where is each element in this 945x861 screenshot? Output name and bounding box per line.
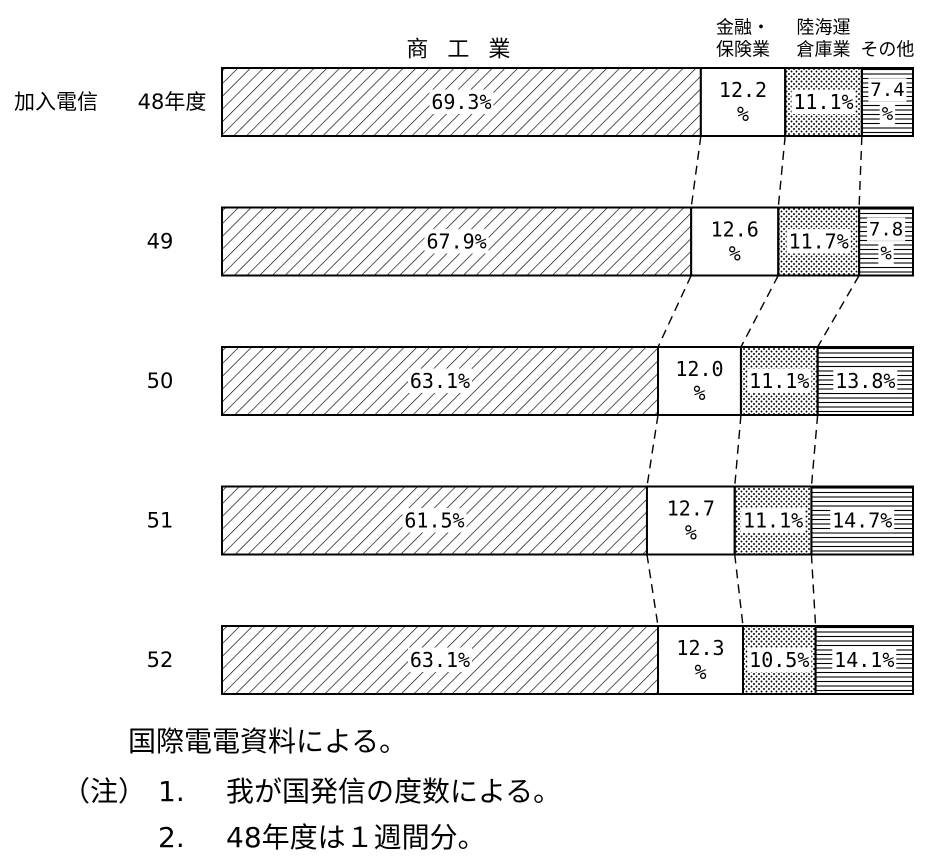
data-label: 13.8% [835, 369, 895, 393]
data-label-background [833, 368, 898, 393]
data-label-background [682, 520, 699, 545]
connector-line [858, 135, 863, 208]
connector-lines [646, 135, 863, 627]
data-label-background [691, 380, 708, 405]
data-label-background [673, 356, 726, 381]
data-label-background [408, 647, 473, 672]
data-label-background [741, 508, 806, 533]
data-label: 12.0 [675, 357, 723, 381]
data-label: 63.1% [410, 648, 470, 672]
connector-line [734, 414, 742, 487]
connector-line [817, 275, 860, 348]
data-label-background [664, 496, 717, 521]
connector-line [810, 414, 819, 487]
data-label: % [880, 243, 892, 265]
data-label: 7.8 [869, 219, 903, 241]
source-note: 国際電電資料による。 [128, 725, 408, 758]
connector-line [646, 414, 659, 487]
data-label-background [866, 217, 906, 241]
note-number: 2. [158, 821, 185, 854]
data-label: % [882, 103, 894, 125]
bar-segment [221, 625, 660, 695]
data-label: 11.7% [789, 230, 849, 254]
note-number: 1. [158, 775, 185, 808]
connector-line [657, 275, 692, 348]
category-label: 52 [147, 648, 174, 672]
bar-row: 69.3% 12.2% 11.1% 7.4% [221, 67, 915, 137]
data-label: 10.5% [749, 648, 809, 672]
data-label: 12.7 [667, 497, 715, 521]
data-label: 11.1% [749, 369, 809, 393]
data-label: % [729, 242, 741, 266]
legend-label: 商 工 業 [406, 38, 516, 63]
data-label-background [708, 217, 761, 242]
data-label: % [693, 381, 705, 405]
connector-line [777, 135, 786, 208]
legend-label: 陸海運 [797, 18, 851, 39]
data-label: % [685, 521, 697, 545]
connector-line [646, 554, 659, 627]
connector-line [810, 554, 817, 627]
connector-line [690, 135, 702, 208]
connector-line [734, 554, 744, 627]
category-labels: 48年度 49 50 51 52 加入電信 [14, 90, 206, 672]
data-label: 11.1% [743, 509, 803, 533]
data-label: 63.1% [410, 369, 470, 393]
data-label-background [674, 635, 727, 660]
data-label-background [832, 647, 897, 672]
data-label-background [747, 368, 812, 393]
bars: 69.3% 12.2% 11.1% 7.4%67.9% 12.6% 11.7% 7.8%63… [221, 67, 915, 695]
data-label-background [830, 508, 895, 533]
data-label: 11.1% [793, 90, 853, 114]
data-label-background [791, 89, 856, 114]
legend-label: 倉庫業 [797, 40, 851, 61]
category-label: 51 [147, 509, 174, 533]
data-label: 69.3% [431, 90, 491, 114]
series-header: 加入電信 [14, 90, 98, 114]
data-label-background [726, 241, 743, 266]
data-label-background [868, 78, 907, 102]
data-label-background [408, 368, 473, 393]
data-label: 61.5% [404, 509, 464, 533]
bar-row: 63.1% 12.0% 11.1% 13.8% [221, 346, 915, 416]
data-label: 14.1% [834, 648, 894, 672]
data-label-background [692, 659, 709, 684]
data-label-background [786, 229, 851, 254]
bar-row: 61.5% 12.7% 11.1% 14.7% [221, 485, 914, 556]
data-label: % [694, 660, 706, 684]
data-label: 67.9% [426, 230, 486, 254]
bar-row: 67.9% 12.6% 11.7% 7.8% [221, 206, 914, 277]
data-label-background [735, 101, 752, 126]
data-label: 12.6 [711, 218, 759, 242]
data-label-background [747, 647, 812, 672]
note-text: 我が国発信の度数による。 [226, 775, 562, 808]
data-label-background [424, 229, 489, 254]
note-text: 48年度は１週間分。 [226, 821, 486, 854]
data-label-background [717, 77, 770, 102]
data-label: % [737, 102, 749, 126]
data-label: 14.7% [832, 509, 892, 533]
data-label-background [429, 89, 494, 114]
category-label: 48年度 [138, 90, 207, 114]
connector-line [740, 275, 779, 348]
legend-label: 保険業 [716, 40, 770, 61]
category-label: 49 [147, 230, 174, 254]
data-label: 12.2 [719, 78, 767, 102]
legend-label: 金融・ [716, 18, 770, 39]
bar-row: 63.1% 12.3% 10.5% 14.1% [221, 625, 914, 695]
data-label-background [879, 102, 896, 126]
note-heading: （注） [62, 775, 147, 808]
data-label: 12.3 [676, 636, 724, 660]
data-label-background [402, 508, 467, 533]
notes: 国際電電資料による。 （注） 1. 我が国発信の度数による。 2. 48年度は１… [0, 720, 945, 861]
data-label: 7.4 [870, 79, 904, 101]
data-label-background [878, 241, 894, 265]
category-label: 50 [147, 369, 174, 393]
legend-label: その他 [860, 40, 914, 61]
